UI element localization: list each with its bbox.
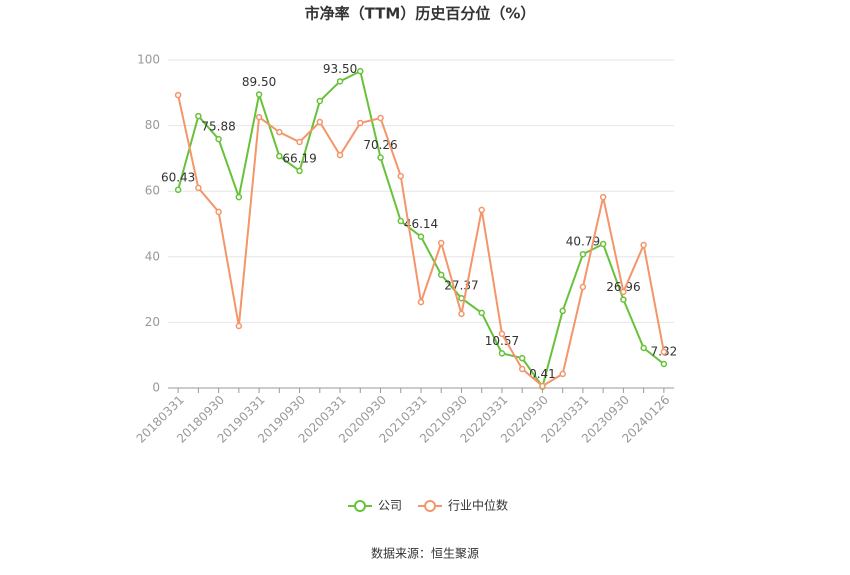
data-point — [599, 240, 607, 248]
data-point — [397, 217, 405, 225]
data-point — [640, 241, 647, 249]
data-point — [559, 307, 566, 315]
y-tick-label: 20 — [145, 315, 160, 329]
legend-label: 行业中位数 — [448, 498, 508, 513]
y-tick-label: 100 — [137, 53, 160, 67]
data-point — [458, 310, 465, 318]
legend-marker — [424, 500, 437, 512]
data-label: 93.50 — [323, 62, 357, 76]
data-point — [599, 193, 607, 201]
data-label: 60.43 — [161, 170, 195, 184]
data-point — [498, 350, 506, 357]
data-point — [579, 283, 587, 291]
data-point — [336, 151, 344, 159]
y-tick-label: 80 — [145, 118, 160, 132]
data-point — [296, 167, 303, 175]
data-point — [498, 330, 506, 338]
data-point — [518, 354, 526, 362]
data-point — [539, 382, 546, 390]
data-point — [437, 271, 445, 279]
data-point — [660, 348, 668, 356]
legend-label: 公司 — [378, 499, 402, 513]
data-point — [377, 114, 384, 122]
data-label: 66.19 — [282, 151, 316, 165]
data-point — [357, 67, 364, 75]
data-point — [255, 113, 263, 121]
data-point — [437, 239, 445, 247]
data-point — [174, 91, 182, 99]
data-point — [255, 91, 263, 98]
y-tick-label: 40 — [145, 249, 160, 263]
data-point — [478, 309, 485, 317]
y-tick-label: 0 — [152, 381, 160, 395]
data-label: 10.57 — [485, 334, 519, 348]
data-point — [296, 138, 303, 146]
data-label: 26.96 — [606, 280, 640, 294]
source-note: 数据来源：恒生聚源 — [371, 546, 479, 561]
data-point — [357, 119, 364, 127]
data-point — [518, 365, 526, 373]
y-tick-label: 60 — [145, 184, 160, 198]
data-point — [316, 97, 324, 105]
data-point — [195, 184, 202, 192]
data-point — [336, 78, 344, 85]
data-point — [276, 128, 283, 136]
data-point — [620, 288, 627, 296]
data-point — [377, 154, 384, 161]
data-label: 46.14 — [404, 217, 438, 231]
data-point — [235, 193, 243, 201]
data-point — [640, 344, 647, 352]
data-point — [417, 233, 425, 240]
data-point — [215, 208, 222, 216]
legend-marker — [354, 500, 366, 512]
data-point — [195, 112, 202, 120]
data-point — [417, 298, 425, 306]
data-point — [559, 370, 566, 378]
data-point — [620, 296, 627, 303]
data-point — [316, 118, 324, 126]
data-point — [276, 152, 283, 160]
data-point — [660, 360, 668, 368]
data-label: 89.50 — [242, 75, 276, 89]
chart-title: 市净率（TTM）历史百分位（%） — [305, 5, 536, 23]
data-point — [397, 172, 405, 180]
data-point — [478, 206, 485, 214]
data-label: 0.41 — [529, 367, 556, 381]
data-point — [174, 186, 182, 194]
data-point — [579, 250, 587, 258]
data-label: 27.37 — [444, 279, 478, 293]
data-point — [215, 135, 222, 143]
data-label: 75.88 — [201, 120, 235, 134]
data-point — [235, 322, 243, 330]
